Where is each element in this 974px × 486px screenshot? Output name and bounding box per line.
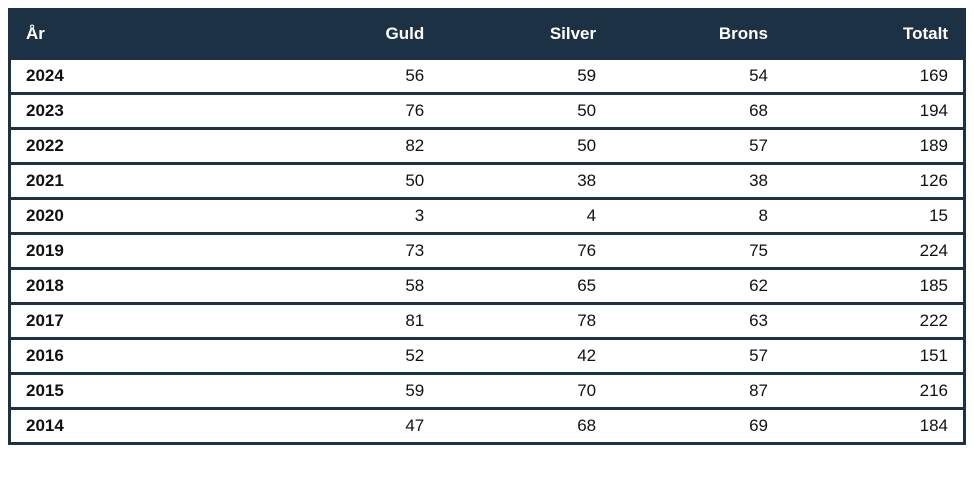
- silver-cell: 50: [439, 92, 612, 129]
- total-cell: 126: [783, 162, 965, 199]
- silver-cell: 50: [439, 127, 612, 164]
- bronze-cell: 8: [611, 197, 784, 234]
- bronze-cell: 75: [611, 232, 784, 269]
- silver-cell: 59: [439, 57, 612, 94]
- table-row: 2014 47 68 69 184: [9, 407, 965, 444]
- bronze-cell: 62: [611, 267, 784, 304]
- silver-cell: 78: [439, 302, 612, 339]
- column-header-year: År: [9, 9, 268, 59]
- gold-cell: 52: [267, 337, 440, 374]
- gold-cell: 81: [267, 302, 440, 339]
- year-cell: 2019: [9, 232, 268, 269]
- gold-cell: 56: [267, 57, 440, 94]
- year-cell: 2021: [9, 162, 268, 199]
- table-row: 2021 50 38 38 126: [9, 162, 965, 199]
- year-cell: 2022: [9, 127, 268, 164]
- total-cell: 169: [783, 57, 965, 94]
- gold-cell: 82: [267, 127, 440, 164]
- silver-cell: 68: [439, 407, 612, 444]
- bronze-cell: 57: [611, 337, 784, 374]
- total-cell: 15: [783, 197, 965, 234]
- bronze-cell: 63: [611, 302, 784, 339]
- medal-table-container: År Guld Silver Brons Totalt 2024 56 59 54 16…: [8, 8, 966, 445]
- table-row: 2024 56 59 54 169: [9, 57, 965, 94]
- silver-cell: 42: [439, 337, 612, 374]
- year-cell: 2015: [9, 372, 268, 409]
- gold-cell: 73: [267, 232, 440, 269]
- table-row: 2020 3 4 8 15: [9, 197, 965, 234]
- column-header-silver: Silver: [439, 9, 612, 59]
- column-header-total: Totalt: [783, 9, 965, 59]
- table-row: 2017 81 78 63 222: [9, 302, 965, 339]
- total-cell: 222: [783, 302, 965, 339]
- total-cell: 224: [783, 232, 965, 269]
- total-cell: 185: [783, 267, 965, 304]
- table-row: 2022 82 50 57 189: [9, 127, 965, 164]
- medal-table: År Guld Silver Brons Totalt 2024 56 59 54 16…: [8, 8, 966, 445]
- header-row: År Guld Silver Brons Totalt: [9, 9, 965, 59]
- bronze-cell: 57: [611, 127, 784, 164]
- total-cell: 189: [783, 127, 965, 164]
- year-cell: 2023: [9, 92, 268, 129]
- bronze-cell: 68: [611, 92, 784, 129]
- column-header-bronze: Brons: [611, 9, 784, 59]
- gold-cell: 50: [267, 162, 440, 199]
- bronze-cell: 54: [611, 57, 784, 94]
- silver-cell: 70: [439, 372, 612, 409]
- year-cell: 2020: [9, 197, 268, 234]
- silver-cell: 4: [439, 197, 612, 234]
- total-cell: 194: [783, 92, 965, 129]
- year-cell: 2014: [9, 407, 268, 444]
- year-cell: 2018: [9, 267, 268, 304]
- table-row: 2023 76 50 68 194: [9, 92, 965, 129]
- gold-cell: 3: [267, 197, 440, 234]
- year-cell: 2017: [9, 302, 268, 339]
- table-row: 2018 58 65 62 185: [9, 267, 965, 304]
- total-cell: 184: [783, 407, 965, 444]
- bronze-cell: 87: [611, 372, 784, 409]
- gold-cell: 76: [267, 92, 440, 129]
- silver-cell: 38: [439, 162, 612, 199]
- bronze-cell: 69: [611, 407, 784, 444]
- total-cell: 151: [783, 337, 965, 374]
- year-cell: 2024: [9, 57, 268, 94]
- table-body: 2024 56 59 54 169 2023 76 50 68 194 2022 82 50 57 189 2…: [9, 57, 965, 444]
- silver-cell: 65: [439, 267, 612, 304]
- total-cell: 216: [783, 372, 965, 409]
- column-header-gold: Guld: [267, 9, 440, 59]
- table-row: 2019 73 76 75 224: [9, 232, 965, 269]
- bronze-cell: 38: [611, 162, 784, 199]
- silver-cell: 76: [439, 232, 612, 269]
- gold-cell: 59: [267, 372, 440, 409]
- table-row: 2016 52 42 57 151: [9, 337, 965, 374]
- year-cell: 2016: [9, 337, 268, 374]
- table-row: 2015 59 70 87 216: [9, 372, 965, 409]
- gold-cell: 58: [267, 267, 440, 304]
- gold-cell: 47: [267, 407, 440, 444]
